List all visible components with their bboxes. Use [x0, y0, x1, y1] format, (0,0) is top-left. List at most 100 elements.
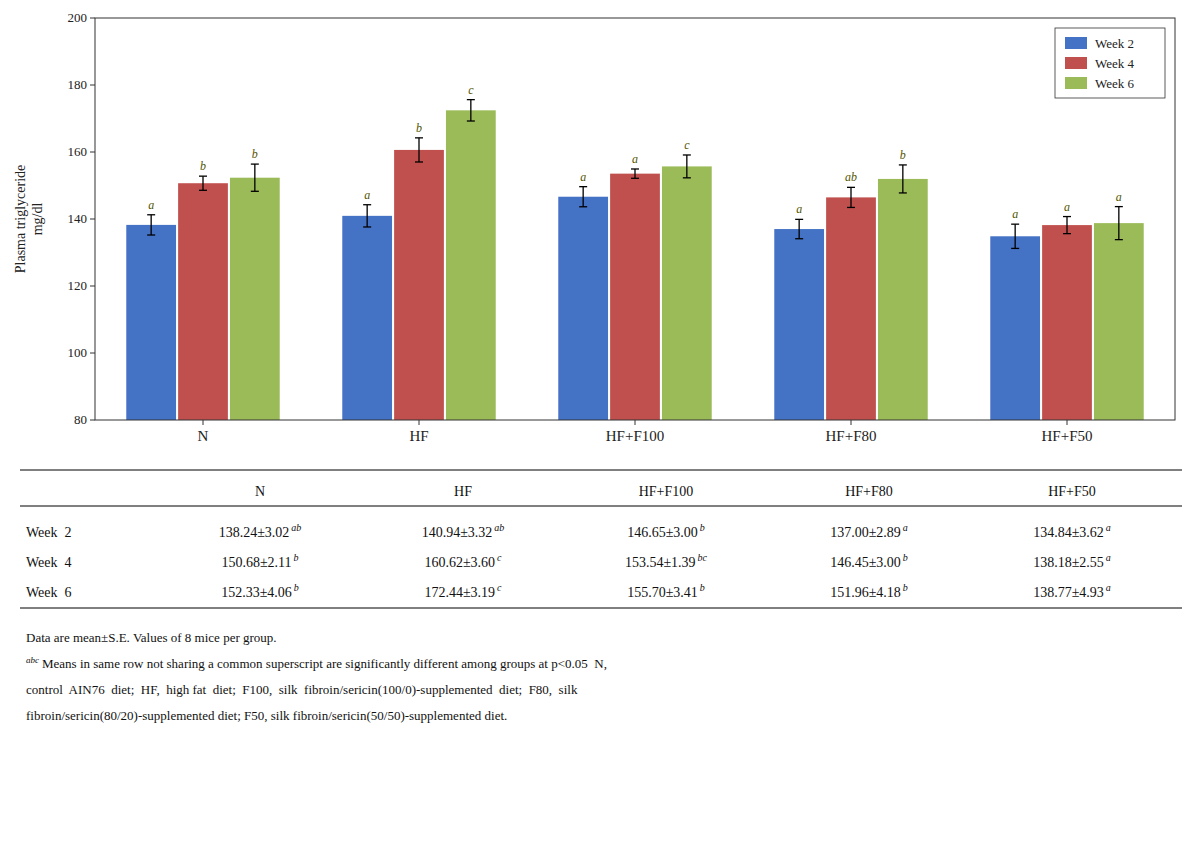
x-tick: [419, 420, 420, 425]
y-tick-label: 180: [68, 77, 88, 92]
table-cell-group: 140.94±3.32ab: [422, 522, 505, 540]
y-tick: [90, 18, 95, 19]
table-superscript: a: [1106, 552, 1111, 563]
error-bar-stem: [1015, 224, 1016, 248]
x-tick: [635, 420, 636, 425]
bar: [342, 216, 392, 420]
y-axis-label-line: mg/dl: [30, 203, 45, 236]
table-cell: 138.77±4.93: [1033, 585, 1104, 600]
footnote-text: Data are mean±S.E. Values of 8 mice per …: [26, 630, 277, 645]
table-rule: [20, 608, 1182, 609]
y-tick-label: 80: [74, 412, 87, 427]
error-bar-cap: [683, 177, 691, 178]
error-bar: [579, 187, 587, 207]
bar: [990, 236, 1040, 420]
bar: [662, 166, 712, 420]
error-bar-stem: [634, 169, 635, 178]
error-bar-cap: [683, 154, 691, 155]
table: NHFHF+F100HF+F80HF+F50Week 2138.24±3.02a…: [20, 470, 1182, 608]
table-row-label: Week 6: [26, 585, 72, 600]
table-cell-group: 155.70±3.41b: [627, 582, 705, 600]
legend-label: Week 6: [1095, 76, 1135, 91]
legend-box: [1055, 28, 1165, 98]
error-bar-stem: [418, 138, 419, 162]
table-cell-group: 160.62±3.60c: [424, 552, 502, 570]
error-bar-cap: [847, 207, 855, 208]
legend-label: Week 4: [1095, 56, 1135, 71]
bar: [178, 183, 228, 420]
x-tick-label: HF+F50: [1042, 428, 1093, 444]
error-bar: [847, 187, 855, 207]
y-tick: [90, 85, 95, 86]
y-tick-label: 120: [68, 278, 88, 293]
sig-labels: aaaaabbaababccba: [148, 83, 1122, 222]
table-cell-group: 134.84±3.62a: [1033, 522, 1111, 540]
error-bar: [1063, 217, 1071, 234]
y-axis-label-line: Plasma triglyceride: [13, 165, 28, 273]
y-tick: [90, 353, 95, 354]
legend-swatch: [1065, 37, 1087, 49]
error-bar-cap: [147, 214, 155, 215]
sig-label: ab: [845, 170, 857, 184]
sig-label: a: [796, 202, 802, 216]
y-tick-label: 160: [68, 144, 88, 159]
error-bar-stem: [470, 100, 471, 121]
error-bar-stem: [799, 219, 800, 238]
table-cell: 150.68±2.11: [221, 555, 291, 570]
x-tick: [1067, 420, 1068, 425]
error-bar-cap: [251, 163, 259, 164]
error-bar-stem: [850, 187, 851, 207]
table-cell: 151.96±4.18: [830, 585, 901, 600]
legend-label: Week 2: [1095, 36, 1134, 51]
error-bar: [631, 169, 639, 178]
table-row-label: Week 2: [26, 525, 72, 540]
footnote-superscript: abc: [26, 655, 39, 665]
footnote-text: Means in same row not sharing a common s…: [42, 656, 607, 671]
y-tick: [90, 219, 95, 220]
sig-label: b: [252, 147, 258, 161]
table-cell: 138.18±2.55: [1033, 555, 1104, 570]
sig-label: c: [684, 138, 690, 152]
table-cell-group: 146.65±3.00b: [627, 522, 705, 540]
x-tick: [851, 420, 852, 425]
table-superscript: ab: [291, 522, 301, 533]
x-tick-label: HF+F80: [826, 428, 877, 444]
sig-label: a: [580, 170, 586, 184]
sig-label: c: [468, 83, 474, 97]
footnote: abcMeans in same row not sharing a commo…: [26, 655, 607, 671]
error-bar-cap: [795, 219, 803, 220]
table-cell: 155.70±3.41: [627, 585, 698, 600]
x-tick: [203, 420, 204, 425]
table-superscript: b: [903, 582, 908, 593]
table-cell: 152.33±4.06: [221, 585, 292, 600]
error-bar-cap: [363, 204, 371, 205]
error-bar-cap: [1063, 233, 1071, 234]
error-bar-cap: [579, 206, 587, 207]
bar: [774, 229, 824, 420]
error-bar-cap: [147, 234, 155, 235]
bar: [126, 225, 176, 420]
error-bar-cap: [1011, 224, 1019, 225]
table-cell-group: 146.45±3.00b: [830, 552, 908, 570]
error-bar-cap: [415, 161, 423, 162]
table-cell: 137.00±2.89: [830, 525, 901, 540]
error-bar-stem: [1118, 207, 1119, 240]
error-bar-cap: [795, 238, 803, 239]
sig-label: a: [364, 188, 370, 202]
table-superscript: b: [700, 522, 705, 533]
table-superscript: c: [497, 582, 502, 593]
table-rule: [20, 506, 1182, 507]
table-superscript: bc: [698, 552, 708, 563]
error-bar: [363, 205, 371, 227]
error-bar-cap: [1063, 216, 1071, 217]
bar: [230, 178, 280, 420]
table-cell-group: 150.68±2.11b: [221, 552, 298, 570]
sig-label: a: [1012, 207, 1018, 221]
table-cell-group: 138.77±4.93a: [1033, 582, 1111, 600]
table-cell-group: 152.33±4.06b: [221, 582, 299, 600]
table-rule: [20, 470, 1182, 471]
page: 80100120140160180200Plasma triglyceridem…: [0, 0, 1202, 861]
y-axis: 80100120140160180200: [68, 10, 96, 427]
bar: [394, 150, 444, 420]
y-tick: [90, 286, 95, 287]
